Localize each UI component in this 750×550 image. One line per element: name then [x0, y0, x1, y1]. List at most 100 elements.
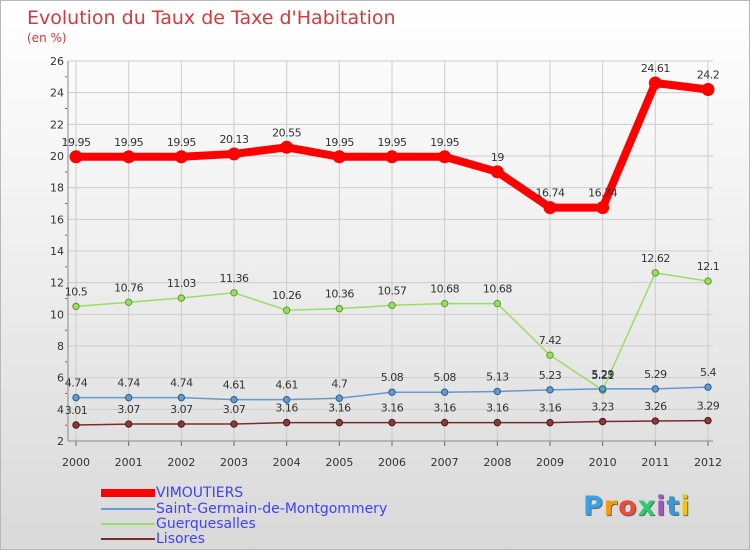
data-label: 19.95	[325, 136, 354, 149]
data-label: 5.13	[486, 370, 509, 383]
data-point	[440, 418, 449, 427]
legend-swatch	[101, 489, 155, 497]
x-tick-label: 2003	[220, 456, 248, 469]
data-point	[651, 269, 660, 277]
data-label: 3.23	[591, 401, 614, 414]
data-point	[177, 294, 186, 302]
data-point	[69, 150, 83, 164]
data-point	[546, 386, 554, 394]
data-point	[440, 388, 449, 396]
data-point	[704, 383, 712, 391]
data-label: 3.16	[486, 402, 509, 415]
y-tick-label: 24	[50, 87, 64, 100]
data-point	[122, 150, 136, 164]
data-point	[388, 418, 396, 427]
data-point	[230, 289, 238, 297]
data-point	[282, 418, 291, 427]
data-point	[72, 393, 80, 402]
data-label: 10.57	[378, 284, 407, 297]
data-label: 4.7	[331, 377, 347, 390]
data-point	[124, 298, 133, 306]
data-label: 3.07	[170, 403, 193, 416]
data-label: 4.61	[223, 379, 246, 392]
data-point	[230, 395, 238, 404]
legend-label: Saint-Germain-de-Montgommery	[156, 501, 388, 517]
data-label: 3.29	[697, 400, 720, 413]
data-label: 10.36	[325, 288, 354, 301]
data-labels: 3.01 3.07 3.07 3.07 3.16 3.16 3.16 3.16 3.16 3.16…	[62, 62, 721, 417]
data-point	[388, 301, 396, 310]
data-point	[335, 304, 344, 313]
data-label: 10.68	[430, 283, 459, 296]
data-label: 5.08	[381, 371, 404, 384]
logo-letter: P	[583, 491, 604, 522]
data-label: 10.76	[114, 281, 143, 294]
data-label: 3.07	[223, 403, 246, 416]
logo-letter: i	[656, 491, 667, 522]
data-label: 3.16	[328, 402, 351, 415]
x-tick-label: 2011	[641, 456, 669, 469]
logo-letter: t	[666, 491, 681, 522]
data-label: 19.95	[430, 136, 459, 149]
data-point	[546, 418, 554, 427]
data-label: 16.74	[536, 187, 565, 200]
data-point	[174, 150, 188, 164]
data-point	[440, 299, 449, 308]
data-label: 3.16	[539, 402, 562, 415]
data-label: 10.26	[272, 289, 301, 302]
x-tick-label: 2008	[483, 456, 511, 469]
data-label: 19.95	[62, 136, 91, 149]
data-label: 11.03	[167, 277, 196, 290]
data-point	[282, 395, 291, 404]
y-tick-label: 20	[50, 150, 64, 163]
data-point	[493, 299, 502, 308]
y-tick-label: 10	[50, 308, 64, 321]
data-label: 20.13	[220, 133, 249, 146]
legend-label: VIMOUTIERS	[156, 485, 244, 501]
data-point	[124, 393, 133, 402]
data-label: 3.16	[275, 402, 298, 415]
y-tick-label: 18	[50, 182, 64, 195]
chart-subtitle: (en %)	[27, 31, 67, 45]
data-point	[546, 351, 554, 359]
data-point	[72, 421, 80, 429]
data-label: 19.95	[167, 136, 196, 149]
legend-swatch	[101, 508, 155, 510]
data-label: 19.95	[114, 136, 143, 149]
data-label: 3.16	[433, 402, 456, 415]
data-label: 5.29	[644, 368, 667, 381]
data-point	[335, 394, 344, 402]
data-point	[543, 201, 557, 215]
data-point	[493, 418, 502, 427]
data-point	[385, 150, 399, 164]
proxiti-logo: Proxiti	[583, 491, 691, 522]
y-tick-label: 22	[50, 118, 64, 131]
data-point	[493, 387, 502, 396]
x-tick-label: 2002	[167, 456, 195, 469]
x-tick-label: 2007	[431, 456, 459, 469]
data-label: 5.08	[433, 371, 456, 384]
data-label: 19.95	[378, 136, 407, 149]
data-point	[177, 393, 186, 402]
data-point	[598, 417, 607, 426]
data-label: 11.36	[220, 272, 249, 285]
logo-letter: o	[618, 491, 638, 522]
data-label: 7.42	[539, 334, 562, 347]
data-label: 5.21	[591, 369, 614, 382]
x-tick-label: 2010	[589, 456, 617, 469]
data-point	[332, 150, 346, 164]
logo-letter: x	[637, 491, 657, 522]
data-point	[72, 302, 80, 311]
legend-swatch	[101, 538, 155, 540]
y-tick-label: 8	[57, 340, 64, 353]
data-point	[651, 385, 660, 393]
data-point	[335, 418, 344, 427]
data-label: 3.26	[644, 400, 667, 413]
y-tick-label: 12	[50, 277, 64, 290]
data-label: 12.1	[697, 260, 720, 273]
x-tick-label: 2004	[273, 456, 301, 469]
legend-swatch	[101, 523, 155, 525]
data-label: 10.5	[65, 285, 88, 298]
data-point	[648, 76, 662, 90]
